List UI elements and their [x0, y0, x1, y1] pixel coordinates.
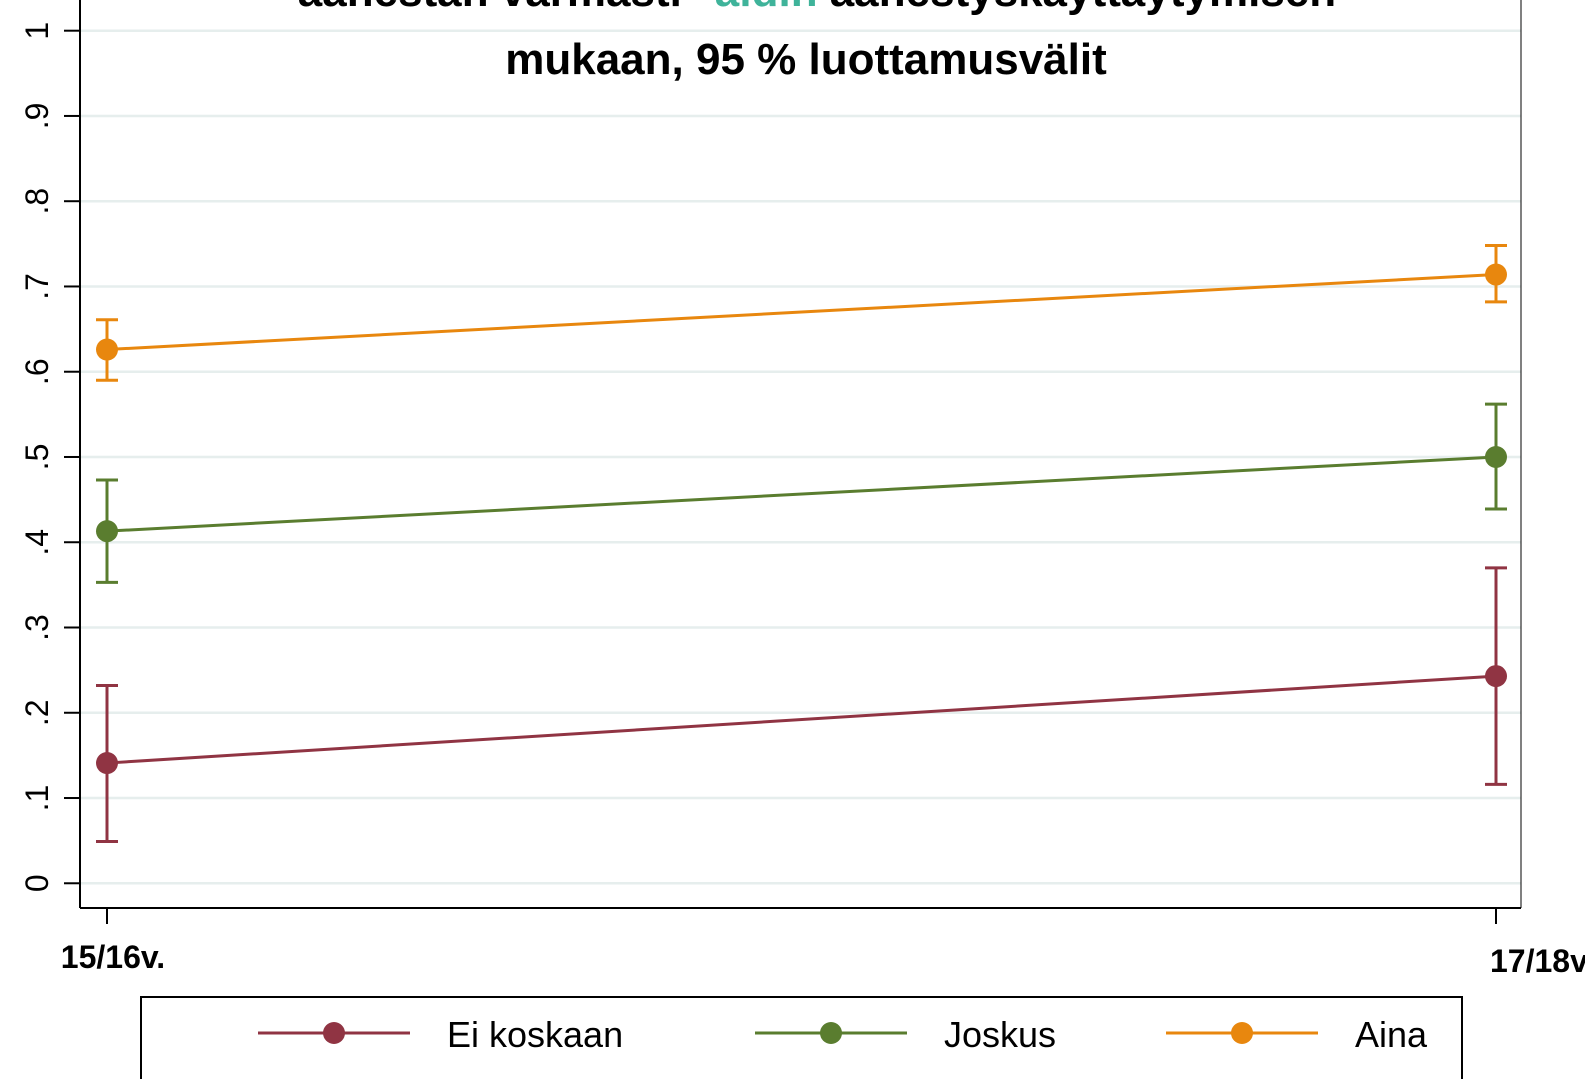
- point: [1485, 665, 1507, 688]
- y-tick-label: .1: [19, 785, 55, 812]
- point: [96, 752, 118, 775]
- x-tick-label: 17/18v.: [1490, 943, 1585, 979]
- y-tick-label: .2: [19, 699, 55, 726]
- chart-title: mukaan, 95 % luottamusvälit: [505, 35, 1107, 84]
- x-tick-label: 15/16v.: [61, 939, 165, 975]
- y-tick-label: 0: [19, 874, 55, 892]
- legend-label: Ei koskaan: [447, 1014, 623, 1055]
- title-part: äänestyskäyttäytymisen: [818, 0, 1337, 16]
- legend-label: Aina: [1355, 1014, 1428, 1055]
- y-tick-label: .5: [19, 444, 55, 471]
- series-line: [106, 674, 1497, 765]
- legend-box: [140, 996, 1463, 1079]
- y-tick-label: .3: [19, 614, 55, 641]
- y-tick-label: .8: [19, 188, 55, 215]
- point: [1485, 263, 1507, 286]
- title-highlight: äidin: [715, 0, 818, 16]
- y-tick-label: .9: [19, 103, 55, 130]
- legend-label: Joskus: [944, 1014, 1056, 1055]
- y-tick-label: 1: [19, 22, 55, 40]
- title-part: äänestän varmasti": [298, 0, 715, 16]
- legend-marker: [1231, 1022, 1253, 1044]
- point: [96, 338, 118, 361]
- y-tick-label: .4: [19, 529, 55, 556]
- legend-marker: [820, 1022, 842, 1044]
- series-line: [106, 455, 1497, 533]
- point: [1485, 445, 1507, 468]
- series-line: [106, 273, 1497, 352]
- point: [96, 520, 118, 543]
- legend-marker: [323, 1022, 345, 1044]
- y-tick-label: .6: [19, 358, 55, 385]
- chart-title: äänestän varmasti" äidin äänestyskäyttäy…: [298, 0, 1336, 16]
- y-tick-label: .7: [19, 273, 55, 300]
